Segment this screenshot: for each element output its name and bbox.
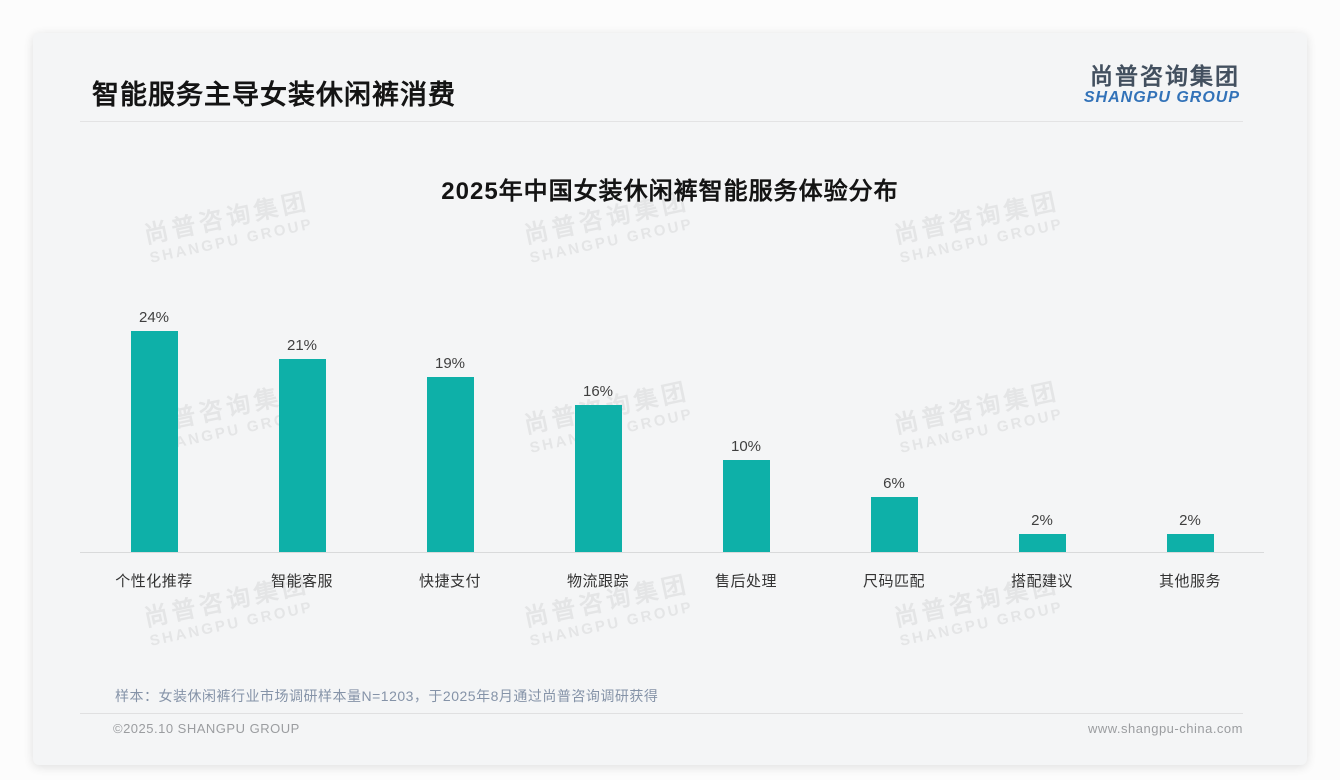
bar-value-label: 16% xyxy=(582,382,614,400)
bar xyxy=(722,460,770,552)
category-label: 搭配建议 xyxy=(1010,573,1073,590)
logo-chinese-name: 尚普咨询集团 xyxy=(1090,63,1240,89)
bar-column: 2% xyxy=(968,512,1116,552)
bar xyxy=(426,377,474,552)
watermark-english-text: SHANGPU GROUP xyxy=(528,598,695,650)
category-label: 尺码匹配 xyxy=(862,573,925,590)
footer: ©2025.10 SHANGPU GROUP www.shangpu-china… xyxy=(80,721,1243,736)
website-url: www.shangpu-china.com xyxy=(1087,721,1243,736)
bar xyxy=(1166,533,1214,552)
bar-value-label: 6% xyxy=(883,474,905,492)
category-label: 智能客服 xyxy=(270,573,333,590)
bar-value-label: 19% xyxy=(434,355,466,373)
company-logo: 尚普咨询集团 SHANGPU GROUP xyxy=(1084,63,1240,108)
bar xyxy=(574,404,622,552)
bar-value-label: 24% xyxy=(138,309,170,327)
bar xyxy=(130,331,178,552)
watermark-english-text: SHANGPU GROUP xyxy=(148,598,315,650)
watermark-english-text: SHANGPU GROUP xyxy=(528,215,695,267)
category-label: 物流跟踪 xyxy=(566,573,629,590)
bar-column: 6% xyxy=(820,475,968,552)
watermark-english-text: SHANGPU GROUP xyxy=(898,215,1065,267)
bar-column: 10% xyxy=(672,438,820,552)
slide-card: 尚普咨询集团 SHANGPU GROUP 尚普咨询集团 SHANGPU GROUP 尚普… xyxy=(33,33,1307,765)
footer-divider xyxy=(80,713,1243,714)
bar-column: 21% xyxy=(228,337,376,552)
bar-value-label: 10% xyxy=(730,438,762,455)
watermark-english-text: SHANGPU GROUP xyxy=(898,598,1065,650)
logo-english-name: SHANGPU GROUP xyxy=(1083,89,1240,107)
chart-title: 2025年中国女装休闲裤智能服务体验分布 xyxy=(441,178,899,205)
bar-chart-plot-area: 24% 21% 19% 16% 10% 6% 2% 2% xyxy=(80,303,1264,553)
category-label: 快捷支付 xyxy=(418,573,481,590)
page-title: 智能服务主导女装休闲裤消费 xyxy=(92,80,456,110)
header: 智能服务主导女装休闲裤消费 尚普咨询集团 SHANGPU GROUP xyxy=(80,63,1257,121)
bar-column: 2% xyxy=(1116,512,1264,552)
watermark-english-text: SHANGPU GROUP xyxy=(148,215,315,267)
header-divider xyxy=(80,121,1243,122)
bar-column: 24% xyxy=(80,309,228,552)
bar-value-label: 2% xyxy=(1179,511,1201,529)
category-label: 售后处理 xyxy=(714,573,777,590)
bar xyxy=(870,496,918,552)
category-label: 个性化推荐 xyxy=(115,573,193,590)
bar-column: 19% xyxy=(376,355,524,552)
x-axis-category-labels: 个性化推荐 智能客服 快捷支付 物流跟踪 售后处理 尺码匹配 搭配建议 其他服务 xyxy=(80,570,1264,591)
bar-value-label: 21% xyxy=(286,336,318,354)
bar xyxy=(1018,533,1066,552)
copyright-text: ©2025.10 SHANGPU GROUP xyxy=(113,721,300,736)
bar-value-label: 2% xyxy=(1031,511,1053,529)
bar-column: 16% xyxy=(524,383,672,552)
bar xyxy=(278,358,326,552)
category-label: 其他服务 xyxy=(1158,573,1221,590)
sample-note: 样本：女装休闲裤行业市场调研样本量N=1203，于2025年8月通过尚普咨询调研… xyxy=(115,688,659,704)
